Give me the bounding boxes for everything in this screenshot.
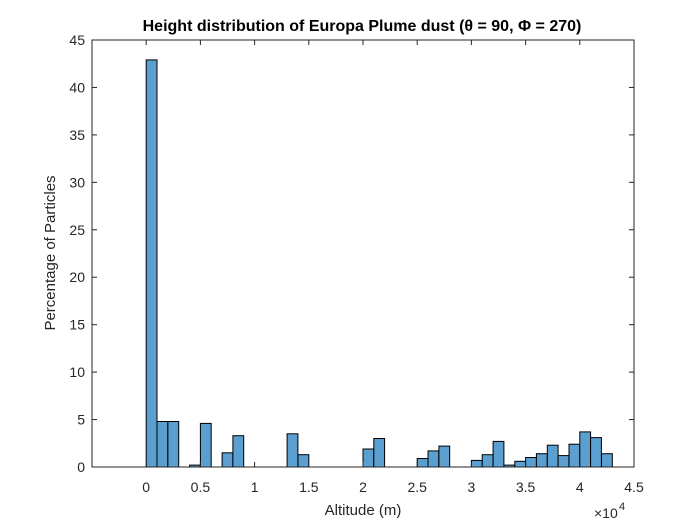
y-ticks: 0 5 10 15 20 25 30 35 40 45 [69, 32, 634, 475]
histogram-bar [167, 421, 180, 468]
x-tick-label: 4.5 [624, 479, 644, 495]
y-tick-label: 5 [77, 412, 85, 428]
histogram-bar [427, 450, 440, 468]
histogram-bar [297, 454, 310, 468]
y-tick-label: 45 [69, 32, 85, 48]
y-tick-label: 25 [69, 222, 85, 238]
x-tick-label: 2.5 [407, 479, 427, 495]
x-tick-label: 4 [576, 479, 584, 495]
histogram-bar [514, 460, 527, 468]
histogram-bar [199, 422, 212, 468]
histogram-bar [525, 457, 537, 468]
axes-box [91, 39, 635, 468]
y-tick-label: 30 [69, 174, 85, 190]
chart-title: Height distribution of Europa Plume dust… [143, 18, 582, 35]
histogram-bar [579, 431, 592, 468]
x-tick-label: 0.5 [191, 479, 211, 495]
x-tick-label: 1.5 [299, 479, 319, 495]
y-tick-label: 35 [69, 127, 85, 143]
histogram-bar [286, 433, 299, 468]
histogram-bar [438, 445, 451, 468]
y-tick-label: 15 [69, 317, 85, 333]
histogram-bar [492, 440, 505, 468]
histogram-bar [568, 443, 581, 468]
histogram-bar [557, 455, 570, 468]
y-axis-label: Percentage of Particles [42, 175, 59, 330]
x-tick-label: 2 [359, 479, 367, 495]
histogram-bar [156, 421, 169, 468]
histogram-bar [232, 435, 245, 468]
histogram-bar [470, 459, 483, 468]
y-tick-label: 0 [77, 459, 85, 475]
histogram-bar [601, 453, 613, 468]
histogram-bar [546, 444, 559, 468]
histogram-bar [373, 438, 386, 468]
histogram-bar [535, 453, 548, 468]
histogram-bar [362, 448, 375, 468]
histogram-bar [590, 437, 602, 468]
histogram-bar [145, 59, 158, 468]
x-tick-label: 3 [468, 479, 476, 495]
x-exponent-base: ×10 [594, 505, 618, 521]
x-tick-label: 3.5 [516, 479, 536, 495]
x-ticks: 0 0.5 1 1.5 2 2.5 3 3.5 4 4.5 [142, 40, 644, 495]
bars-group [145, 59, 613, 468]
x-tick-label: 1 [251, 479, 259, 495]
y-tick-label: 20 [69, 269, 85, 285]
y-tick-label: 40 [69, 79, 85, 95]
x-tick-label: 0 [142, 479, 150, 495]
y-tick-label: 10 [69, 364, 85, 380]
histogram-bar [221, 452, 234, 468]
histogram-bar [416, 458, 429, 468]
x-axis-label: Altitude (m) [325, 502, 402, 519]
histogram-bar [481, 454, 494, 468]
x-exponent-power: 4 [619, 501, 625, 513]
